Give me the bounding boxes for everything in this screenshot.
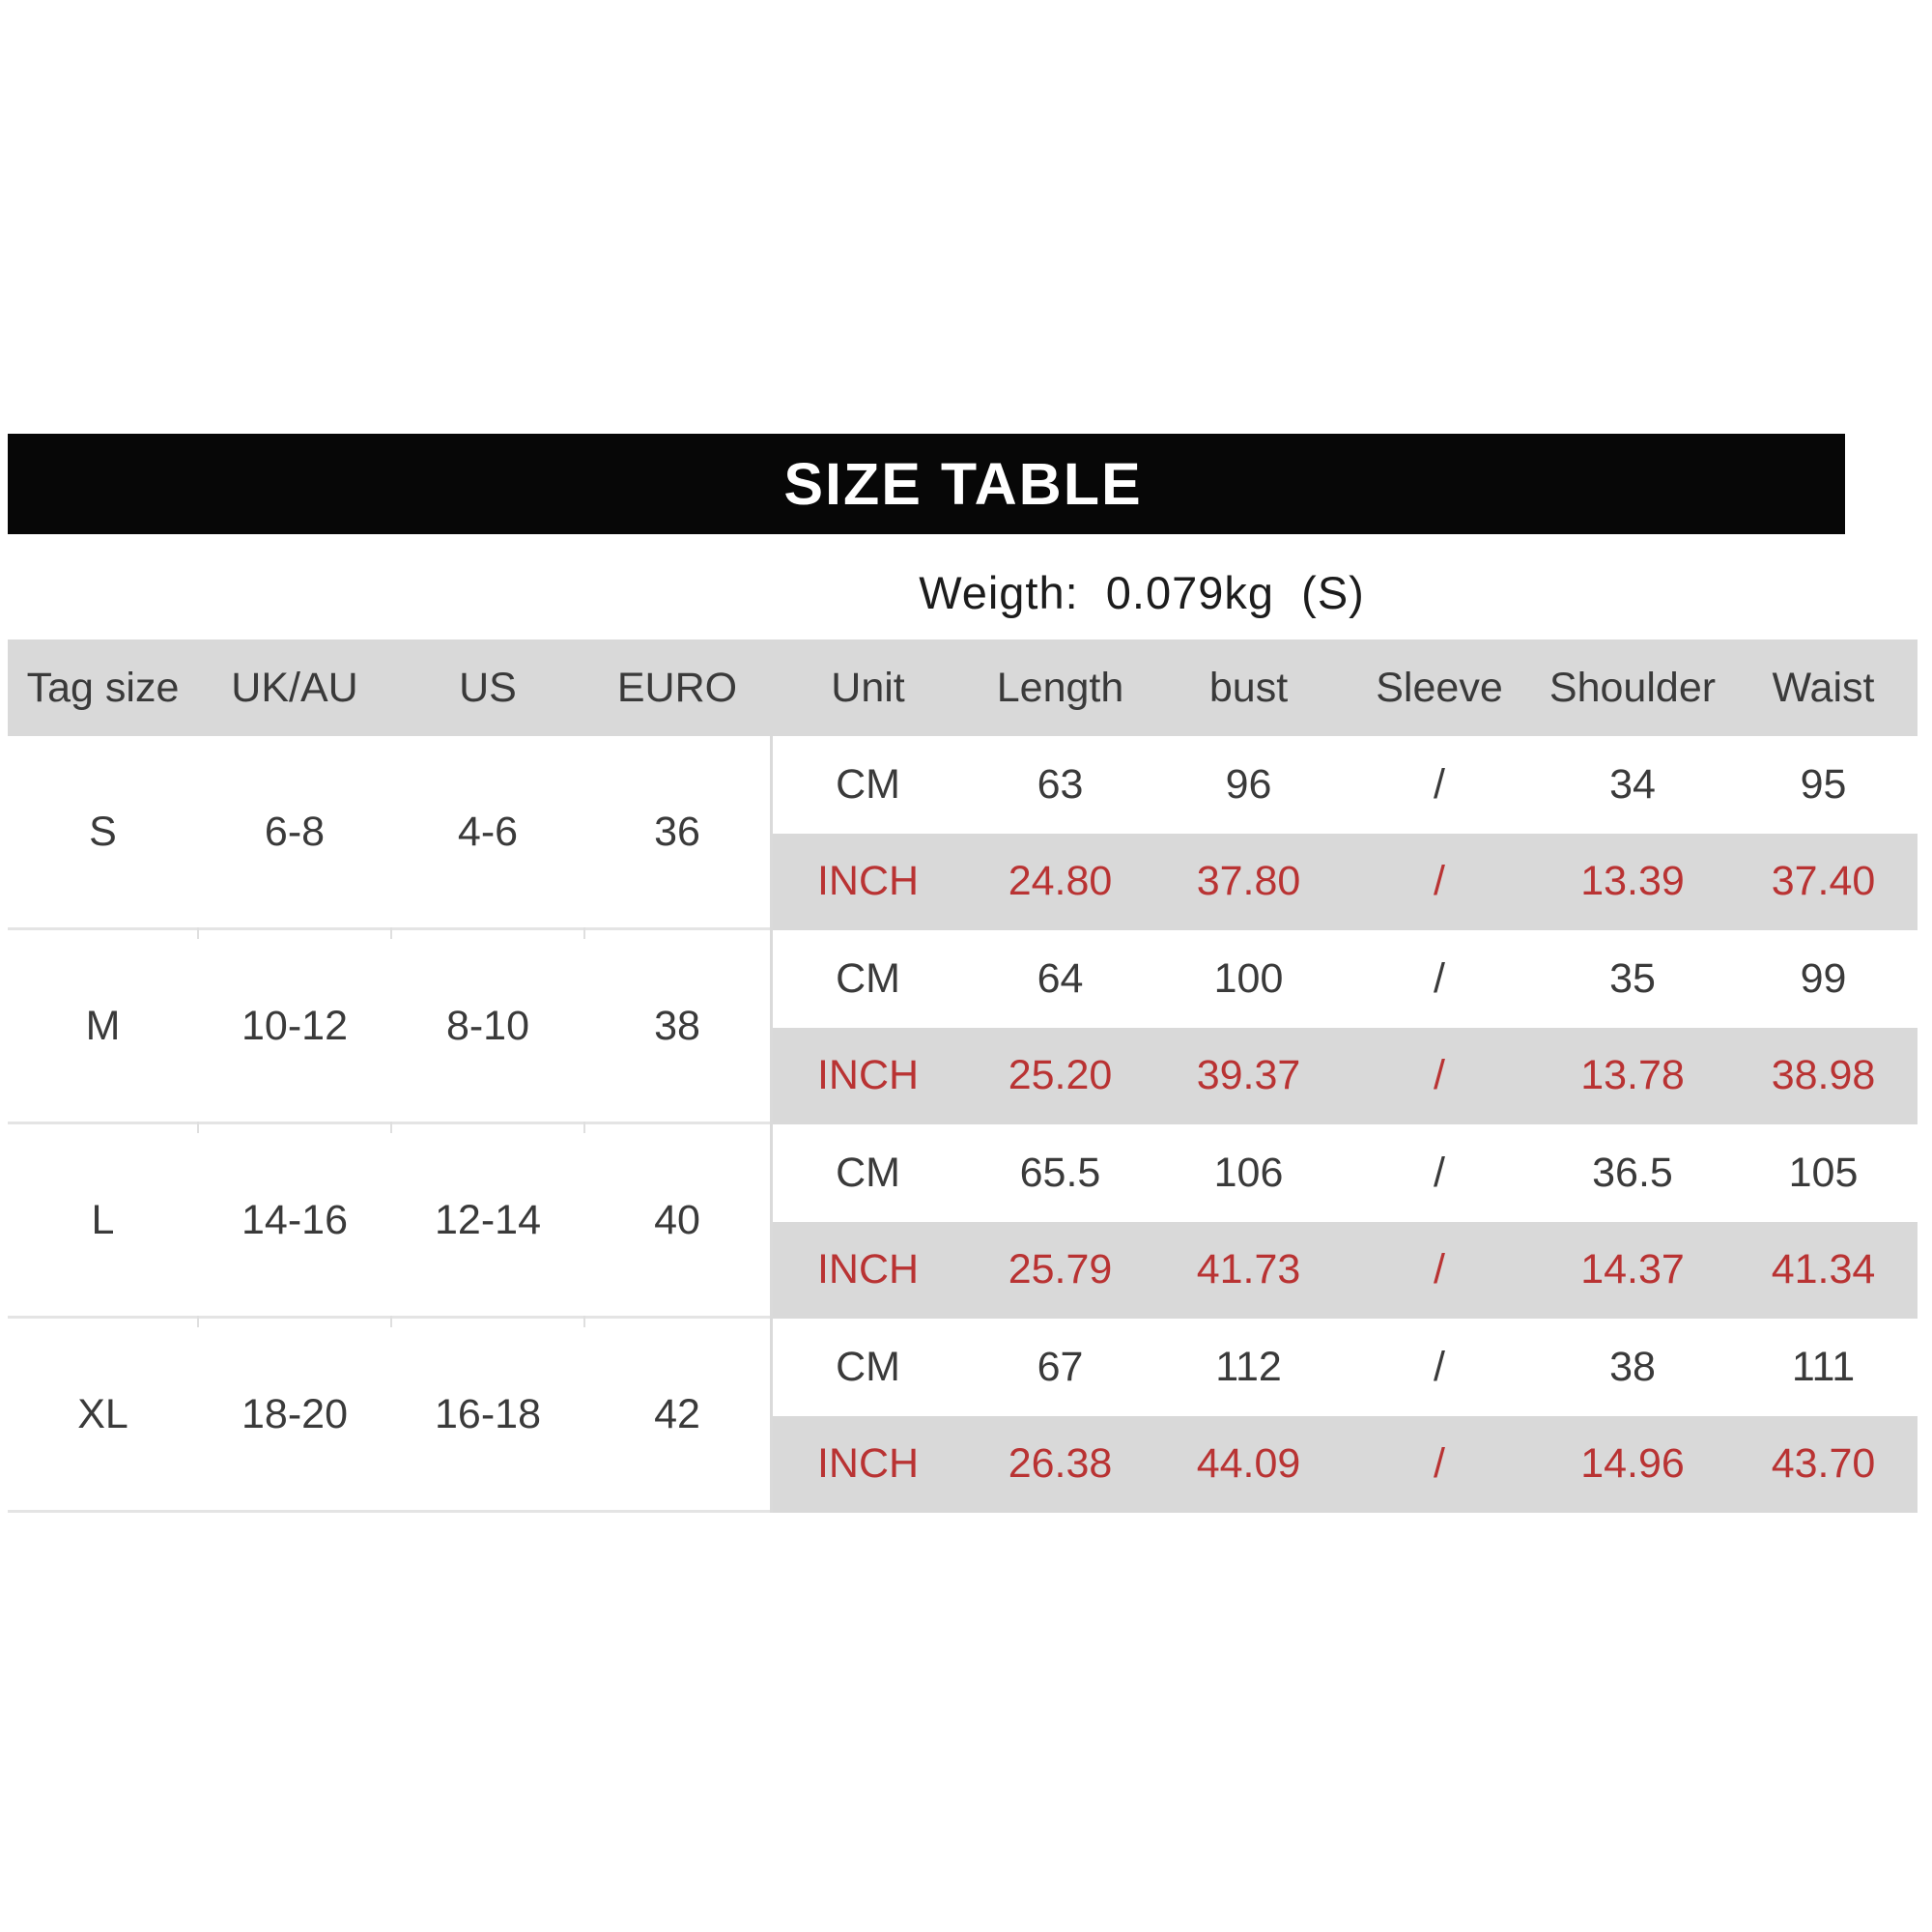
size-table: Tag size UK/AU US EURO Unit Length bust … (8, 639, 1918, 1513)
size-xl-ukau: 18-20 (198, 1319, 391, 1513)
size-l-tag: L (8, 1124, 198, 1319)
size-m-inch-waist: 38.98 (1729, 1027, 1918, 1124)
grid-tick (583, 1122, 585, 1133)
size-xl-inch-shoulder: 14.96 (1536, 1415, 1729, 1513)
size-s-inch-label: INCH (770, 833, 966, 930)
size-l-cm-shoulder: 36.5 (1536, 1124, 1729, 1222)
grid-tick (197, 1122, 199, 1133)
size-xl-cm-sleeve: / (1343, 1319, 1536, 1416)
size-m-us: 8-10 (391, 930, 584, 1124)
size-l-cm-sleeve: / (1343, 1124, 1536, 1222)
size-xl-inch-length: 26.38 (966, 1415, 1154, 1513)
size-m-tag: M (8, 930, 198, 1124)
size-m-inch-sleeve: / (1343, 1027, 1536, 1124)
size-l-euro: 40 (584, 1124, 770, 1319)
header-us: US (391, 639, 584, 736)
header-uk-au: UK/AU (198, 639, 391, 736)
page-title: SIZE TABLE (783, 451, 1143, 517)
grid-tick (197, 1316, 199, 1327)
size-m-inch-label: INCH (770, 1027, 966, 1124)
size-xl-tag: XL (8, 1319, 198, 1513)
header-waist: Waist (1729, 639, 1918, 736)
size-s-ukau: 6-8 (198, 736, 391, 930)
size-s-inch-waist: 37.40 (1729, 833, 1918, 930)
title-banner: SIZE TABLE (8, 434, 1845, 534)
size-m-cm-waist: 99 (1729, 930, 1918, 1028)
size-m-ukau: 10-12 (198, 930, 391, 1124)
size-s-cm-shoulder: 34 (1536, 736, 1729, 834)
size-l-inch-length: 25.79 (966, 1221, 1154, 1319)
grid-tick (390, 927, 392, 939)
size-xl-cm-waist: 111 (1729, 1319, 1918, 1416)
unit-divider-rule (770, 736, 773, 1513)
size-l-inch-sleeve: / (1343, 1221, 1536, 1319)
size-m-euro: 38 (584, 930, 770, 1124)
size-xl-cm-label: CM (770, 1319, 966, 1416)
size-s-cm-label: CM (770, 736, 966, 834)
grid-tick (390, 1316, 392, 1327)
size-s-cm-length: 63 (966, 736, 1154, 834)
size-s-cm-sleeve: / (1343, 736, 1536, 834)
header-sleeve: Sleeve (1343, 639, 1536, 736)
grid-tick (583, 1316, 585, 1327)
size-xl-cm-length: 67 (966, 1319, 1154, 1416)
size-m-inch-length: 25.20 (966, 1027, 1154, 1124)
size-s-euro: 36 (584, 736, 770, 930)
size-l-cm-waist: 105 (1729, 1124, 1918, 1222)
size-l-ukau: 14-16 (198, 1124, 391, 1319)
size-xl-us: 16-18 (391, 1319, 584, 1513)
size-s-inch-shoulder: 13.39 (1536, 833, 1729, 930)
grid-tick (197, 927, 199, 939)
weight-note: Weigth: 0.079kg (S) (919, 567, 1365, 618)
header-tag-size: Tag size (8, 639, 198, 736)
size-m-inch-bust: 39.37 (1154, 1027, 1343, 1124)
size-l-inch-label: INCH (770, 1221, 966, 1319)
size-m-cm-label: CM (770, 930, 966, 1028)
size-s-cm-bust: 96 (1154, 736, 1343, 834)
size-xl-inch-waist: 43.70 (1729, 1415, 1918, 1513)
size-l-inch-waist: 41.34 (1729, 1221, 1918, 1319)
grid-tick (390, 1122, 392, 1133)
size-s-inch-bust: 37.80 (1154, 833, 1343, 930)
size-xl-euro: 42 (584, 1319, 770, 1513)
header-unit: Unit (770, 639, 966, 736)
header-length: Length (966, 639, 1154, 736)
size-m-inch-shoulder: 13.78 (1536, 1027, 1729, 1124)
size-l-cm-length: 65.5 (966, 1124, 1154, 1222)
header-euro: EURO (584, 639, 770, 736)
size-s-tag: S (8, 736, 198, 930)
header-bust: bust (1154, 639, 1343, 736)
size-xl-cm-shoulder: 38 (1536, 1319, 1729, 1416)
size-xl-inch-label: INCH (770, 1415, 966, 1513)
size-s-inch-length: 24.80 (966, 833, 1154, 930)
size-m-cm-bust: 100 (1154, 930, 1343, 1028)
grid-tick (583, 927, 585, 939)
size-l-inch-shoulder: 14.37 (1536, 1221, 1729, 1319)
size-l-inch-bust: 41.73 (1154, 1221, 1343, 1319)
size-m-cm-length: 64 (966, 930, 1154, 1028)
size-s-inch-sleeve: / (1343, 833, 1536, 930)
size-m-cm-shoulder: 35 (1536, 930, 1729, 1028)
header-shoulder: Shoulder (1536, 639, 1729, 736)
size-l-us: 12-14 (391, 1124, 584, 1319)
size-l-cm-bust: 106 (1154, 1124, 1343, 1222)
size-l-cm-label: CM (770, 1124, 966, 1222)
size-xl-cm-bust: 112 (1154, 1319, 1343, 1416)
size-xl-inch-bust: 44.09 (1154, 1415, 1343, 1513)
size-xl-inch-sleeve: / (1343, 1415, 1536, 1513)
size-s-us: 4-6 (391, 736, 584, 930)
size-s-cm-waist: 95 (1729, 736, 1918, 834)
size-m-cm-sleeve: / (1343, 930, 1536, 1028)
